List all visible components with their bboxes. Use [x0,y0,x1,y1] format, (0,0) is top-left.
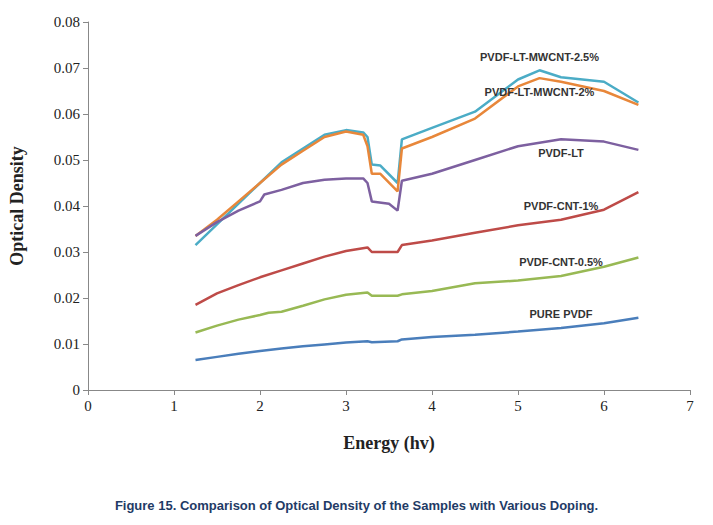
svg-text:0.05: 0.05 [54,152,80,168]
svg-text:7: 7 [686,398,694,414]
svg-text:2: 2 [256,398,264,414]
svg-text:PVDF-LT-MWCNT-2%: PVDF-LT-MWCNT-2% [485,86,595,98]
svg-text:0.08: 0.08 [54,14,80,30]
svg-text:PURE PVDF: PURE PVDF [530,308,593,320]
svg-text:Energy (hv): Energy (hv) [343,433,435,454]
svg-text:0.01: 0.01 [54,336,80,352]
svg-text:PVDF-CNT-0.5%: PVDF-CNT-0.5% [519,256,603,268]
svg-text:0.06: 0.06 [54,106,81,122]
svg-text:3: 3 [342,398,350,414]
svg-text:Figure 15.: Figure 15. [115,498,176,513]
svg-text:0.02: 0.02 [54,290,80,306]
svg-text:5: 5 [514,398,522,414]
svg-text:0.04: 0.04 [54,198,81,214]
svg-text:4: 4 [428,398,436,414]
svg-text:Optical Density: Optical Density [7,146,27,266]
svg-text:PVDF-LT: PVDF-LT [538,147,584,159]
svg-text:0.07: 0.07 [54,60,81,76]
svg-text:Comparison of Optical Density: Comparison of Optical Density of the Sam… [176,498,598,513]
svg-text:0: 0 [73,382,81,398]
svg-text:0.03: 0.03 [54,244,80,260]
svg-text:PVDF-LT-MWCNT-2.5%: PVDF-LT-MWCNT-2.5% [480,51,599,63]
svg-text:PVDF-CNT-1%: PVDF-CNT-1% [524,200,599,212]
svg-text:6: 6 [600,398,608,414]
svg-text:0: 0 [84,398,92,414]
svg-text:1: 1 [170,398,178,414]
